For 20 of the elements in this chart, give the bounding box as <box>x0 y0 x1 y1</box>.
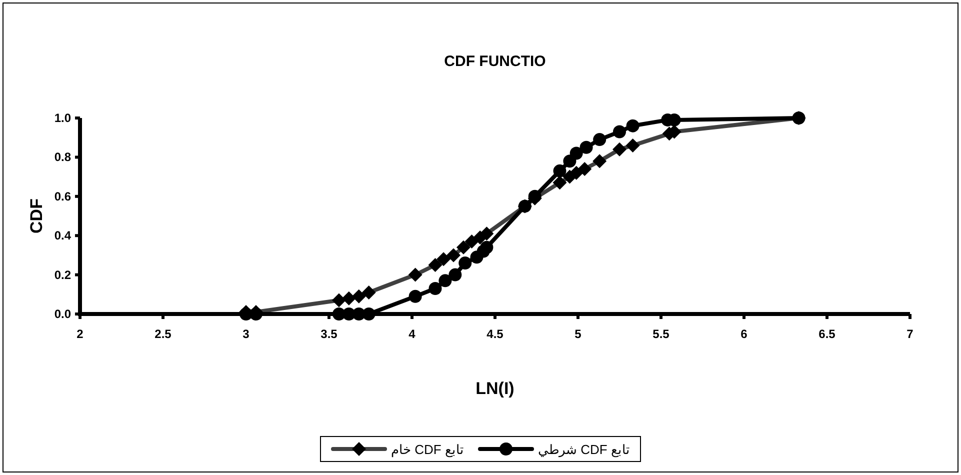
point <box>613 125 626 138</box>
point <box>593 133 606 146</box>
point <box>438 274 452 288</box>
point <box>362 308 376 320</box>
legend-label: تابع CDF خام <box>391 442 464 456</box>
point <box>408 290 422 303</box>
ylabel: CDF <box>27 198 46 234</box>
point <box>458 256 472 270</box>
xlabel: LN(I) <box>476 379 514 398</box>
point <box>528 190 542 203</box>
legend-label: تابع CDF شرطي <box>538 442 630 456</box>
title: CDF FUNCTIO <box>444 53 546 70</box>
point <box>626 119 640 132</box>
point <box>480 240 494 254</box>
point <box>553 164 566 178</box>
point <box>570 146 583 160</box>
point <box>448 268 462 282</box>
point <box>428 282 442 296</box>
point <box>580 140 593 154</box>
point <box>249 308 262 320</box>
